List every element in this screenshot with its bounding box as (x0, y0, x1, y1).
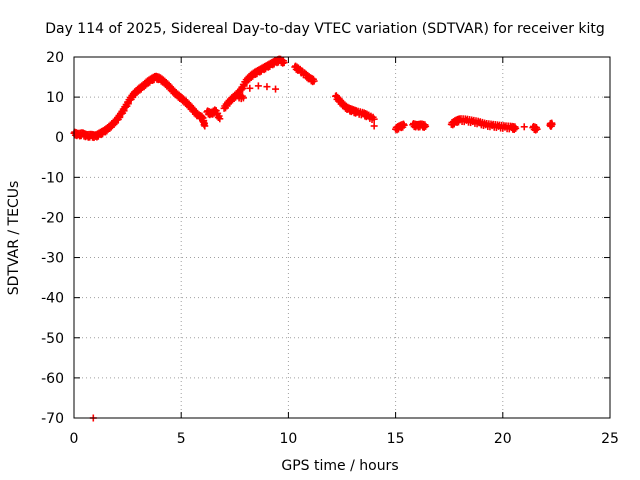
data-point (512, 124, 520, 132)
y-tick-label: -30 (41, 251, 64, 267)
y-tick-label: -60 (41, 371, 64, 387)
x-tick-label: 25 (601, 431, 619, 447)
y-axis-label: SDTVAR / TECUs (6, 181, 22, 296)
y-tick-label: -70 (41, 411, 64, 427)
chart-title: Day 114 of 2025, Sidereal Day-to-day VTE… (45, 21, 605, 37)
data-point (310, 77, 318, 85)
data-point (239, 94, 247, 102)
data-point (201, 122, 209, 130)
y-tick-label: -40 (41, 291, 64, 307)
data-point (422, 122, 430, 130)
axis-ticks (73, 56, 611, 419)
x-tick-label: 15 (387, 431, 405, 447)
x-tick-label: 20 (494, 431, 512, 447)
data-point (548, 120, 556, 128)
data-point (216, 115, 224, 123)
x-tick-label: 5 (177, 431, 186, 447)
data-point (533, 125, 541, 133)
x-tick-label: 0 (70, 431, 79, 447)
data-point (520, 123, 528, 131)
plot-frame (73, 56, 611, 419)
grid (74, 57, 610, 418)
data-point (280, 59, 288, 67)
data-point (246, 84, 254, 92)
y-tick-label: -50 (41, 331, 64, 347)
y-tick-labels: 20 10 0 -10 -20 -30 -40 -50 -60 -70 (41, 50, 64, 427)
data-point (254, 82, 262, 90)
data-point (272, 85, 280, 93)
data-point (370, 115, 378, 123)
y-tick-label: -20 (41, 210, 64, 226)
y-tick-label: 0 (55, 130, 64, 146)
data-points (70, 55, 556, 422)
y-tick-label: 20 (46, 50, 64, 66)
data-point (400, 121, 408, 129)
x-tick-label: 10 (279, 431, 297, 447)
y-tick-label: -10 (41, 170, 64, 186)
data-point (263, 83, 271, 91)
x-tick-labels: 0 5 10 15 20 25 (70, 431, 619, 447)
y-tick-label: 10 (46, 90, 64, 106)
x-axis-label: GPS time / hours (281, 458, 398, 474)
data-point (370, 122, 378, 130)
